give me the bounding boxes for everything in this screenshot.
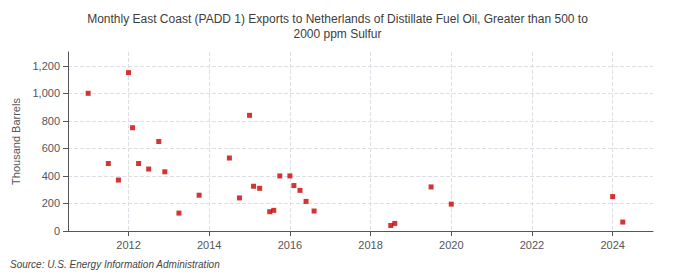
- svg-text:2000 ppm Sulfur: 2000 ppm Sulfur: [293, 27, 381, 41]
- svg-text:200: 200: [42, 197, 60, 209]
- svg-text:2014: 2014: [197, 239, 221, 251]
- svg-text:600: 600: [42, 142, 60, 154]
- svg-text:2018: 2018: [358, 239, 382, 251]
- svg-text:Source: U.S. Energy Informatio: Source: U.S. Energy Information Administ…: [10, 259, 220, 270]
- svg-text:400: 400: [42, 170, 60, 182]
- svg-text:Thousand Barrels: Thousand Barrels: [10, 98, 22, 185]
- svg-text:2024: 2024: [600, 239, 624, 251]
- svg-text:1,000: 1,000: [32, 87, 60, 99]
- svg-text:2022: 2022: [520, 239, 544, 251]
- svg-text:1,200: 1,200: [32, 60, 60, 72]
- svg-text:800: 800: [42, 115, 60, 127]
- svg-text:0: 0: [54, 225, 60, 237]
- svg-text:2020: 2020: [439, 239, 463, 251]
- svg-text:2016: 2016: [278, 239, 302, 251]
- svg-text:Monthly East Coast (PADD 1) Ex: Monthly East Coast (PADD 1) Exports to N…: [87, 12, 588, 26]
- svg-text:2012: 2012: [116, 239, 140, 251]
